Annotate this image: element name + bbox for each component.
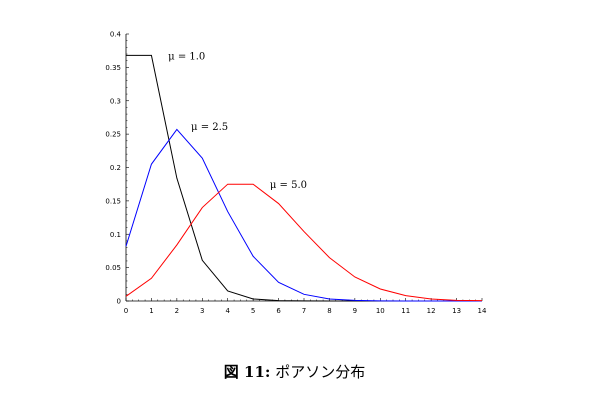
y-tick-label: 0.35 <box>105 64 121 72</box>
x-tick-label: 10 <box>376 307 385 315</box>
x-tick-label: 3 <box>200 307 204 315</box>
x-tick-label: 7 <box>302 307 306 315</box>
x-tick-label: 5 <box>251 307 255 315</box>
y-tick-label: 0.05 <box>105 264 121 272</box>
series-label-3: μ = 5.0 <box>270 180 307 191</box>
figure-title: ポアソン分布 <box>275 363 366 381</box>
y-tick-label: 0.3 <box>110 97 121 105</box>
x-tick-label: 0 <box>124 307 128 315</box>
x-tick-label: 11 <box>401 307 410 315</box>
y-tick-label: 0.1 <box>110 231 121 239</box>
chart-series <box>125 54 483 302</box>
y-tick-label: 0 <box>117 298 121 306</box>
chart-series-labels: μ = 1.0 μ = 2.5 μ = 5.0 <box>168 51 307 191</box>
series-line-1 <box>126 54 482 302</box>
figure-caption: 図 11: ポアソン分布 <box>0 361 589 382</box>
series-line-3 <box>125 183 483 302</box>
poisson-chart: 0 1 2 3 4 5 6 7 8 9 10 11 12 13 1400.050.10.150.20.250… <box>105 31 487 316</box>
figure-number: 図 11: <box>223 363 271 381</box>
x-tick-label: 6 <box>276 307 281 315</box>
series-label-2: μ = 2.5 <box>191 122 228 133</box>
x-tick-label: 4 <box>225 307 230 315</box>
series-label-1: μ = 1.0 <box>168 51 205 62</box>
x-tick-label: 8 <box>327 307 331 315</box>
y-tick-label: 0.15 <box>105 197 121 205</box>
y-tick-label: 0.25 <box>105 131 121 139</box>
x-tick-label: 2 <box>175 307 179 315</box>
y-tick-label: 0.4 <box>110 31 122 39</box>
x-tick-label: 1 <box>149 307 153 315</box>
y-tick-label: 0.2 <box>110 164 121 172</box>
series-line-2 <box>125 128 482 302</box>
x-tick-label: 13 <box>452 307 461 315</box>
x-tick-label: 9 <box>353 307 357 315</box>
x-tick-label: 12 <box>427 307 436 315</box>
chart-ticks: 0 1 2 3 4 5 6 7 8 9 10 11 12 13 1400.050.10.150.20.250… <box>105 31 487 316</box>
chart-axes <box>125 34 482 302</box>
x-tick-label: 14 <box>478 307 487 315</box>
